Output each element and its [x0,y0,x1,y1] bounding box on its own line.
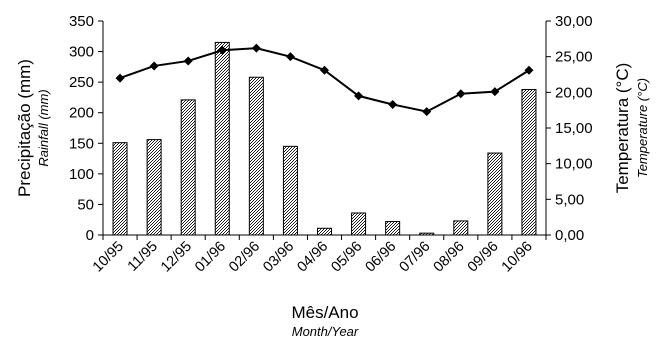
left-axis-tick-label: 200 [69,105,94,122]
right-axis-title: Temperatura (°C) [613,63,632,194]
x-axis-tick-labels: 10/9511/9512/9501/9602/9603/9604/9605/96… [90,239,536,276]
temperature-point [422,107,432,117]
precipitation-bar [180,99,196,236]
right-axis-tick-label: 0,00 [555,227,584,244]
left-axis-tick-label: 0 [86,227,94,244]
temperature-point [490,87,500,97]
temperature-point [285,52,295,62]
x-axis-tick-label: 06/96 [363,239,400,276]
temperature-line [115,43,534,117]
right-axis-tick-label: 20,00 [555,84,593,101]
axes [98,20,551,240]
x-axis-title: Mês/Ano [291,303,358,322]
temperature-point [456,89,466,99]
x-axis-tick-label: 09/96 [465,239,502,276]
x-axis-tick-label: 05/96 [328,239,365,276]
left-axis-tick-label: 350 [69,13,94,30]
precipitation-bar [248,76,264,236]
precipitation-bar [146,139,162,236]
precipitation-bar [112,142,128,236]
temperature-point [149,61,159,71]
temperature-point [183,56,193,66]
precipitation-bar [214,41,230,236]
right-axis-tick-label: 30,00 [555,13,593,30]
temperature-point [320,65,329,75]
precipitation-bars [112,41,537,236]
temperature-point [354,91,364,101]
left-axis-subtitle: Rainfall (mm) [36,89,51,166]
temperature-point [115,73,125,83]
right-axis-tick-label: 25,00 [555,49,593,66]
left-axis-tick-label: 50 [77,196,94,213]
precipitation-bar [351,212,367,236]
x-axis-tick-label: 08/96 [431,239,468,276]
left-axis-tick-labels: 0 50 100 150 200 250 300 350 [69,13,94,244]
x-axis-tick-label: 07/96 [397,239,434,276]
x-axis-subtitle: Month/Year [292,324,359,339]
left-axis-title: Precipitação (mm) [15,59,34,197]
right-axis-tick-label: 5,00 [555,191,584,208]
precipitation-bar [282,145,298,236]
x-axis-tick-label: 12/95 [158,239,195,276]
x-axis-tick-label: 10/95 [90,239,127,276]
x-axis-tick-label: 01/96 [192,239,229,276]
left-axis-tick-label: 250 [69,74,94,91]
right-axis-tick-labels: 0,00 5,00 10,00 15,00 20,00 25,00 30,00 [555,13,593,244]
x-axis-tick-label: 04/96 [294,239,331,276]
right-axis-tick-label: 10,00 [555,156,593,173]
x-axis-tick-label: 02/96 [226,239,263,276]
right-axis-tick-label: 15,00 [555,120,593,137]
temperature-point [217,45,227,55]
x-axis-tick-label: 03/96 [260,239,297,276]
x-axis-tick-label: 10/96 [499,239,536,276]
precipitation-bar [385,221,401,236]
precipitation-bar [317,227,332,236]
temperature-point [251,43,261,53]
left-axis-tick-label: 100 [69,166,94,183]
precipitation-bar [487,152,503,236]
left-axis-tick-label: 150 [69,135,94,152]
right-axis-subtitle: Temperature (°C) [635,78,650,178]
x-axis-tick-label: 11/95 [125,239,161,275]
precipitation-bar [453,220,469,236]
precipitation-bar [521,88,537,236]
temperature-point [388,99,398,109]
left-axis-tick-label: 300 [69,44,94,61]
temperature-point [524,65,534,75]
